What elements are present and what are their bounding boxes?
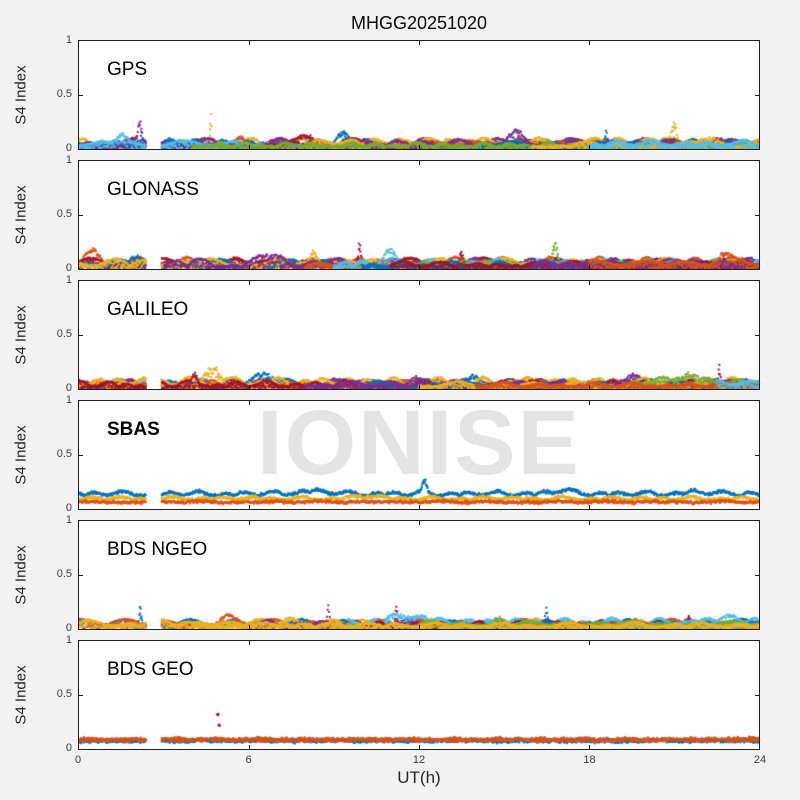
y-tick-label-05: 0.5 xyxy=(56,448,72,460)
x-tick-mark xyxy=(418,401,420,405)
plot-area-galileo: GALILEO xyxy=(78,280,760,390)
panel-label-galileo: GALILEO xyxy=(107,299,189,320)
panel-label-gps: GPS xyxy=(107,59,148,80)
panel-row-sbas: S4 Index 1 0.5 0 IONISE SBAS xyxy=(0,394,800,514)
y-tick-mark xyxy=(755,454,759,456)
plot-area-bds-ngeo: BDS NGEO xyxy=(78,520,760,630)
y-tick-mark xyxy=(79,334,83,336)
scatter-canvas-gps xyxy=(79,41,759,149)
panel-label-bds-geo: BDS GEO xyxy=(107,659,194,680)
y-tick-label-05: 0.5 xyxy=(56,688,72,700)
plot-area-glonass: GLONASS xyxy=(78,160,760,270)
y-tick-mark xyxy=(79,574,83,576)
y-tick-label-05: 0.5 xyxy=(56,208,72,220)
y-tick-label-05: 0.5 xyxy=(56,328,72,340)
x-tick-label-18: 18 xyxy=(583,754,596,766)
x-tick-mark xyxy=(248,385,250,389)
x-tick-mark xyxy=(588,281,590,285)
x-tick-mark xyxy=(248,521,250,525)
x-tick-mark xyxy=(418,265,420,269)
x-tick-label-12: 12 xyxy=(412,754,426,766)
x-tick-mark xyxy=(588,385,590,389)
scatter-canvas-galileo xyxy=(79,281,759,389)
x-tick-mark xyxy=(418,641,420,645)
panel-label-bds-ngeo: BDS NGEO xyxy=(107,539,208,560)
y-tick-mark xyxy=(79,454,83,456)
x-tick-mark xyxy=(418,281,420,285)
y-tick-label-05: 0.5 xyxy=(56,568,72,580)
x-tick-mark xyxy=(588,401,590,405)
panel-label-sbas: SBAS xyxy=(107,419,160,440)
x-tick-mark xyxy=(418,505,420,509)
y-tick-label-1: 1 xyxy=(65,634,72,646)
plot-area-gps: GPS xyxy=(78,40,760,150)
x-tick-mark xyxy=(248,265,250,269)
x-tick-mark xyxy=(418,521,420,525)
y-tick-label-0: 0 xyxy=(65,262,72,274)
x-tick-mark xyxy=(248,505,250,509)
panel-row-bds-geo: S4 Index 1 0.5 0 BDS GEO xyxy=(0,634,800,754)
x-tick-mark xyxy=(418,145,420,149)
plot-area-bds-geo: BDS GEO xyxy=(78,640,760,750)
plot-area-sbas: IONISE SBAS xyxy=(78,397,760,510)
x-tick-mark xyxy=(248,401,250,405)
y-tick-mark xyxy=(755,94,759,96)
x-tick-mark xyxy=(588,745,590,749)
y-tick-label-05: 0.5 xyxy=(56,88,72,100)
y-tick-label-0: 0 xyxy=(65,622,72,634)
x-tick-mark xyxy=(248,145,250,149)
y-tick-label-1: 1 xyxy=(65,274,72,286)
x-tick-mark xyxy=(418,161,420,165)
x-tick-mark xyxy=(248,161,250,165)
x-tick-mark xyxy=(418,745,420,749)
x-tick-mark xyxy=(588,145,590,149)
x-tick-mark xyxy=(418,41,420,45)
x-tick-mark xyxy=(588,161,590,165)
panel-label-glonass: GLONASS xyxy=(107,179,199,200)
x-tick-mark xyxy=(588,265,590,269)
x-tick-mark xyxy=(588,521,590,525)
y-tick-mark xyxy=(755,574,759,576)
y-tick-mark xyxy=(79,214,83,216)
scatter-canvas-bds-ngeo xyxy=(79,521,759,629)
y-tick-mark xyxy=(79,94,83,96)
y-tick-mark xyxy=(755,334,759,336)
x-axis-label: UT(h) xyxy=(397,768,441,787)
y-tick-label-0: 0 xyxy=(65,382,72,394)
y-tick-label-1: 1 xyxy=(65,34,72,46)
chart-title: MHGG20251020 xyxy=(350,13,488,33)
x-tick-mark xyxy=(248,745,250,749)
x-tick-mark xyxy=(248,625,250,629)
x-tick-mark xyxy=(418,625,420,629)
y-tick-mark xyxy=(755,214,759,216)
panel-row-glonass: S4 Index 1 0.5 0 GLONASS xyxy=(0,154,800,274)
x-tick-label-6: 6 xyxy=(245,754,252,766)
scatter-canvas-sbas xyxy=(79,401,759,509)
x-tick-mark xyxy=(588,625,590,629)
panel-row-bds-ngeo: S4 Index 1 0.5 0 BDS NGEO xyxy=(0,514,800,634)
y-tick-label-0: 0 xyxy=(65,142,72,154)
y-tick-label-0: 0 xyxy=(65,502,72,514)
x-tick-mark xyxy=(588,641,590,645)
panel-row-gps: S4 Index 1 0.5 0 GPS xyxy=(0,34,800,154)
x-tick-mark xyxy=(248,641,250,645)
scatter-canvas-bds-geo xyxy=(79,641,759,749)
x-tick-label-24: 24 xyxy=(753,754,767,766)
y-tick-label-1: 1 xyxy=(65,514,72,526)
y-tick-label-0: 0 xyxy=(65,742,72,754)
y-tick-label-1: 1 xyxy=(65,394,72,406)
scatter-canvas-glonass xyxy=(79,161,759,269)
y-tick-mark xyxy=(79,694,83,696)
x-tick-label-0: 0 xyxy=(74,754,82,766)
x-tick-mark xyxy=(248,41,250,45)
x-tick-mark xyxy=(248,281,250,285)
y-tick-mark xyxy=(755,694,759,696)
x-tick-mark xyxy=(418,385,420,389)
y-tick-label-1: 1 xyxy=(65,154,72,166)
x-tick-mark xyxy=(588,505,590,509)
x-tick-mark xyxy=(588,41,590,45)
panel-row-galileo: S4 Index 1 0.5 0 GALILEO xyxy=(0,274,800,394)
